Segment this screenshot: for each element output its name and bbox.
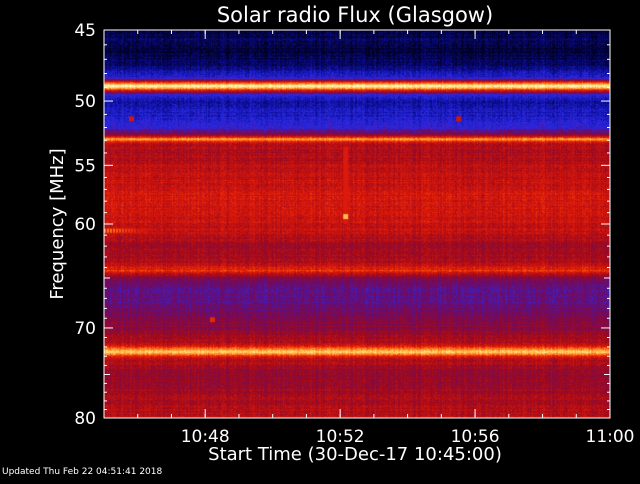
heatmap-layer	[104, 30, 610, 418]
x-tick-label: 10:56	[451, 427, 500, 447]
y-tick-label: 55	[74, 156, 96, 176]
x-tick-label: 11:00	[586, 427, 635, 447]
y-tick-label: 60	[74, 215, 96, 235]
x-tick-label: 10:48	[181, 427, 230, 447]
x-tick-label: 10:52	[316, 427, 365, 447]
y-tick-label: 70	[74, 319, 96, 339]
spectrogram-image	[104, 30, 610, 418]
y-tick-label: 80	[74, 409, 96, 429]
chart-title: Solar radio Flux (Glasgow)	[217, 3, 493, 27]
x-axis-label: Start Time (30-Dec-17 10:45:00)	[208, 444, 502, 465]
y-axis-label: Frequency [MHz]	[47, 148, 68, 299]
axis-ticks: 10:48 10:52 10:56 11:00 45 50 55 60 70 80	[74, 21, 634, 447]
y-tick-label: 50	[74, 92, 96, 112]
y-tick-label: 45	[74, 21, 96, 41]
updated-timestamp: Updated Thu Feb 22 04:51:41 2018	[2, 467, 163, 477]
